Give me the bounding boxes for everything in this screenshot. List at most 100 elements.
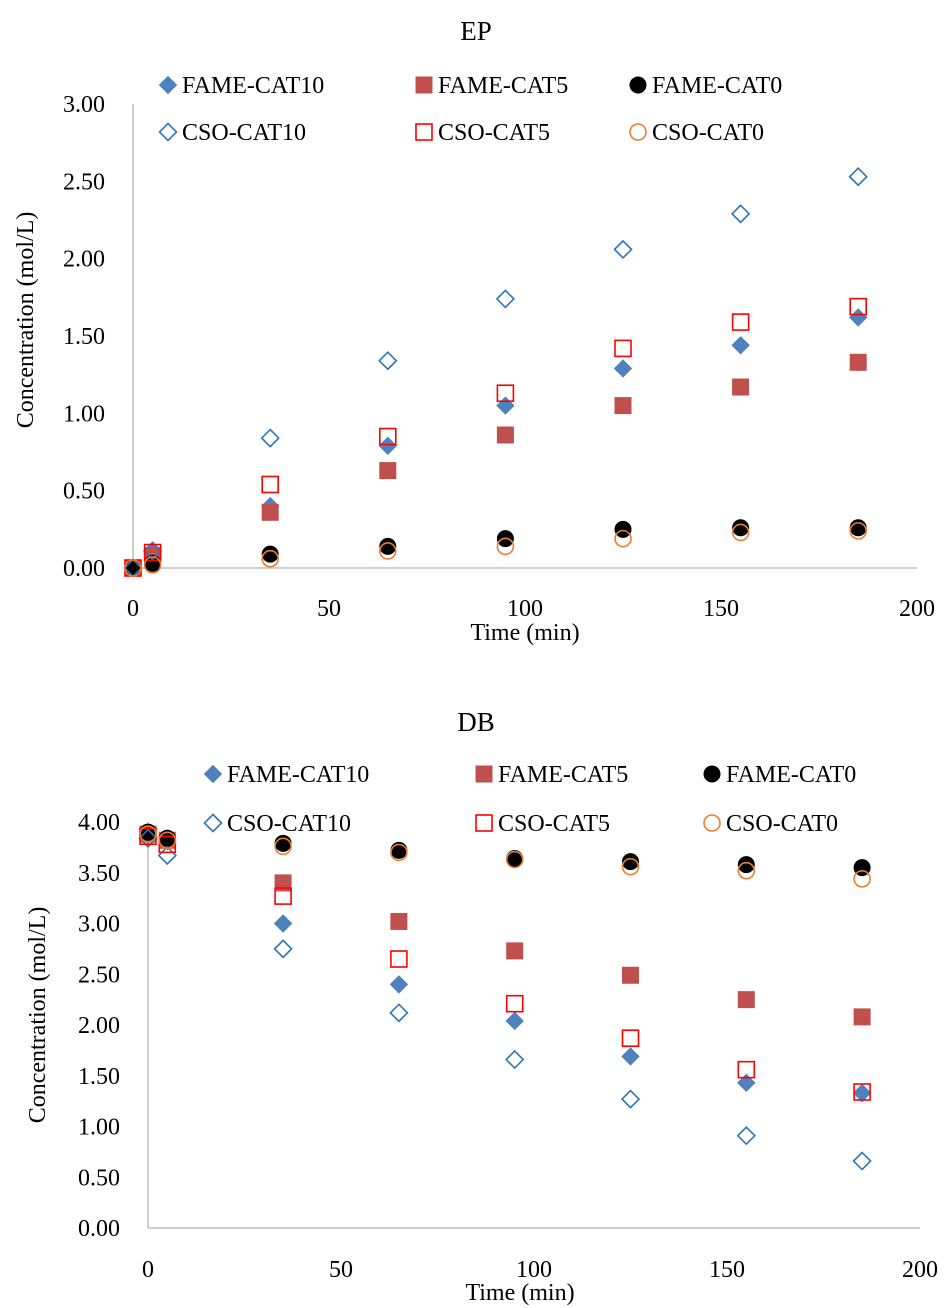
data-point	[613, 359, 633, 378]
y-tick-label: 0.00	[78, 1216, 120, 1242]
y-tick-label: 0.50	[78, 1165, 120, 1191]
legend-marker	[703, 814, 721, 832]
data-point	[144, 554, 162, 572]
chart-title: EP	[460, 16, 492, 46]
data-point	[849, 522, 868, 540]
data-point	[378, 436, 398, 456]
data-point	[731, 313, 750, 331]
data-point	[732, 519, 750, 537]
legend-label: FAME-CAT0	[726, 762, 856, 788]
data-point	[732, 378, 750, 396]
data-point	[379, 537, 397, 555]
data-point	[274, 837, 292, 856]
data-point	[158, 835, 177, 854]
y-tick-label: 3.00	[63, 92, 105, 118]
data-point	[379, 462, 397, 480]
legend-label: CSO-CAT10	[182, 120, 306, 146]
legend-marker	[475, 765, 493, 783]
tick-labels: 0.00 0.50 1.00 1.50 2.00 2.50 3.00 0 50 100 150 200	[63, 92, 935, 622]
legend-marker	[629, 123, 647, 141]
data-point	[505, 850, 524, 869]
data-point	[737, 1073, 756, 1093]
x-tick-label: 0	[142, 1257, 154, 1283]
x-tick-label: 50	[317, 596, 341, 622]
data-point	[736, 1126, 756, 1146]
data-point	[853, 1083, 871, 1101]
data-point	[496, 396, 515, 415]
data-point	[848, 167, 868, 187]
data-point	[849, 297, 868, 316]
data-point	[614, 520, 632, 538]
data-point	[390, 950, 408, 968]
data-point	[274, 874, 292, 892]
data-point	[260, 428, 280, 448]
data-point	[737, 991, 755, 1009]
data-point	[273, 939, 293, 959]
data-point	[389, 975, 409, 994]
chart-ep: EP Time (min) Concentration (mol/L) 0.00…	[13, 16, 935, 646]
y-tick-label: 2.00	[63, 247, 105, 273]
data-point	[737, 856, 755, 874]
data-point	[614, 529, 632, 548]
x-tick-label: 100	[516, 1257, 552, 1283]
data-point	[853, 1008, 871, 1026]
data-point	[506, 942, 524, 960]
y-tick-label: 4.00	[78, 810, 120, 836]
legend-label: CSO-CAT0	[652, 120, 764, 146]
tick-labels: 0.00 0.50 1.00 1.50 2.00 2.50 3.00 3.50 4.00 0 50 1…	[78, 810, 938, 1283]
legend-marker	[475, 814, 493, 832]
data-point	[389, 1003, 409, 1023]
x-tick-label: 50	[329, 1257, 353, 1283]
data-point	[621, 1029, 640, 1047]
legend-label: FAME-CAT0	[652, 73, 782, 99]
data-point	[139, 825, 157, 843]
y-axis-label: Concentration (mol/L)	[25, 907, 51, 1124]
data-point	[378, 542, 397, 560]
series-cso-cat10	[123, 167, 868, 578]
data-point	[495, 289, 516, 309]
series-fame-cat5	[124, 353, 867, 577]
legend-marker	[415, 76, 433, 94]
x-tick-label: 200	[899, 596, 935, 622]
data-point	[737, 861, 756, 880]
y-tick-label: 1.50	[78, 1064, 120, 1090]
data-point	[505, 1049, 525, 1070]
y-tick-label: 1.00	[78, 1115, 120, 1141]
y-tick-label: 2.50	[63, 169, 105, 195]
legend-label: FAME-CAT10	[227, 762, 369, 788]
legend-marker	[158, 122, 178, 142]
data-point	[852, 1151, 872, 1171]
y-tick-label: 1.00	[63, 401, 105, 427]
legend: FAME-CAT10 FAME-CAT5 FAME-CAT0 CSO-CAT10 CSO…	[158, 73, 782, 146]
data-point	[143, 556, 162, 574]
series-fame-cat10	[123, 308, 868, 578]
y-tick-label: 2.50	[78, 962, 120, 988]
data-point	[505, 1011, 524, 1031]
series-cso-cat10	[138, 828, 872, 1171]
legend-label: FAME-CAT5	[438, 73, 568, 99]
legend-label: CSO-CAT5	[498, 811, 610, 837]
data-point	[496, 384, 515, 403]
y-tick-label: 1.50	[63, 324, 105, 350]
series-fame-cat5	[139, 825, 871, 1026]
data-point	[261, 545, 279, 563]
data-point	[138, 828, 158, 848]
legend: FAME-CAT10 FAME-CAT5 FAME-CAT0 CSO-CAT10 CSO…	[203, 762, 856, 837]
series-fame-cat10	[138, 825, 872, 1103]
data-point	[852, 1083, 872, 1103]
data-point	[614, 397, 632, 415]
data-points	[123, 167, 868, 578]
y-tick-label: 3.50	[78, 861, 120, 887]
data-point	[158, 831, 177, 850]
y-axis-label: Concentration (mol/L)	[13, 212, 39, 429]
legend-marker	[629, 76, 647, 94]
data-point	[737, 1060, 756, 1079]
data-point	[622, 853, 639, 871]
data-point	[621, 1047, 640, 1066]
chart-title: DB	[457, 707, 495, 737]
data-point	[614, 339, 632, 358]
legend-marker	[158, 75, 178, 95]
data-point	[496, 537, 515, 556]
data-point	[142, 541, 163, 561]
